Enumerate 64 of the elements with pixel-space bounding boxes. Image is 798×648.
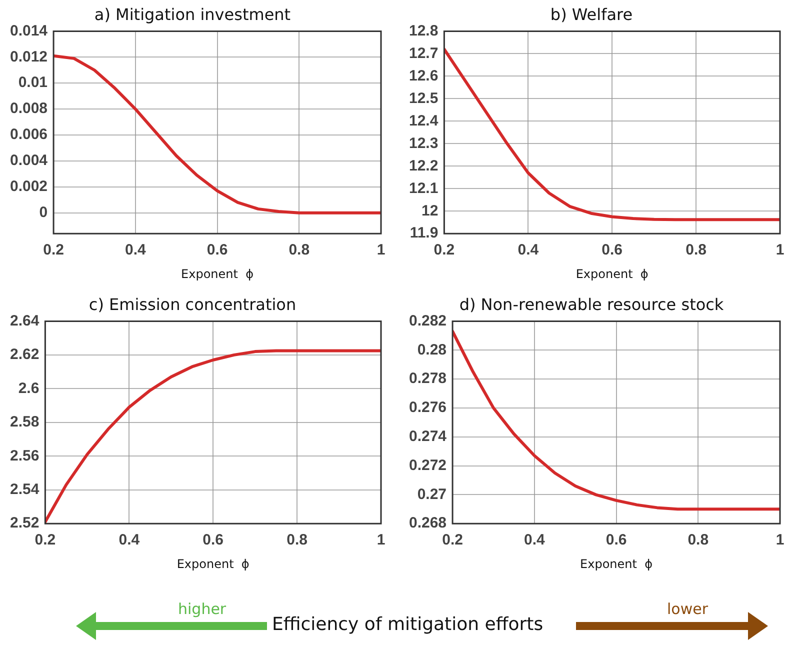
y-tick-label: 0.006 bbox=[10, 126, 48, 144]
x-tick-label: 1 bbox=[376, 242, 386, 259]
text: Efficiency of mitigation efforts bbox=[272, 614, 544, 635]
text: higher bbox=[178, 600, 226, 618]
chart-title: a) Mitigation investment bbox=[94, 4, 291, 24]
x-axis-title: Exponent ϕ bbox=[576, 266, 648, 281]
y-tick-label: 2.64 bbox=[10, 312, 40, 330]
y-tick-label: 0.014 bbox=[10, 22, 48, 40]
y-tick-label: 2.56 bbox=[10, 447, 40, 464]
y-tick-label: 2.54 bbox=[10, 481, 40, 498]
y-tick-label: 0.004 bbox=[10, 152, 48, 170]
y-tick-label: 2.62 bbox=[10, 346, 40, 364]
y-tick-label: 0.278 bbox=[408, 370, 447, 388]
x-tick-label: 0.2 bbox=[434, 242, 455, 259]
y-tick-label: 0.268 bbox=[408, 514, 447, 532]
x-tick-label: 0.2 bbox=[34, 532, 56, 549]
y-tick-label: 2.58 bbox=[10, 414, 40, 431]
x-tick-label: 1 bbox=[376, 532, 386, 549]
chart-title: c) Emission concentration bbox=[88, 294, 296, 314]
y-tick-label: 12.5 bbox=[408, 90, 438, 107]
x-tick-label: 0.4 bbox=[118, 532, 140, 549]
x-tick-label: 0.6 bbox=[602, 242, 623, 259]
y-tick-label: 12.7 bbox=[408, 44, 438, 62]
text: lower bbox=[667, 600, 708, 618]
x-axis-title: Exponent ϕ bbox=[176, 556, 250, 571]
y-tick-label: 12.4 bbox=[408, 112, 439, 130]
x-tick-label: 0.4 bbox=[524, 532, 546, 549]
x-tick-label: 0.6 bbox=[206, 242, 228, 259]
y-tick-label: 12.1 bbox=[408, 180, 438, 197]
y-tick-label: 2.52 bbox=[10, 514, 40, 532]
x-tick-label: 0.6 bbox=[202, 532, 224, 549]
y-tick-label: 12 bbox=[422, 202, 438, 220]
y-tick-label: 11.9 bbox=[410, 224, 438, 242]
y-tick-label: 12.2 bbox=[408, 157, 438, 174]
x-tick-label: 0.2 bbox=[442, 532, 463, 549]
x-tick-label: 0.8 bbox=[286, 532, 308, 549]
y-tick-label: 0.27 bbox=[417, 486, 447, 503]
y-tick-label: 12.3 bbox=[408, 134, 438, 152]
y-tick-label: 0.274 bbox=[408, 428, 448, 445]
chart-title: d) Non-renewable resource stock bbox=[459, 294, 724, 314]
x-tick-label: 1 bbox=[776, 532, 784, 549]
y-tick-label: 12.8 bbox=[408, 22, 438, 40]
x-axis-title: Exponent ϕ bbox=[181, 266, 254, 281]
x-tick-label: 0.6 bbox=[606, 532, 627, 549]
x-tick-label: 1 bbox=[776, 242, 784, 259]
x-tick-label: 0.8 bbox=[686, 242, 706, 259]
y-tick-label: 0.28 bbox=[417, 341, 447, 358]
x-axis-title: Exponent ϕ bbox=[580, 556, 653, 571]
y-tick-label: 0.002 bbox=[10, 178, 48, 196]
y-tick-label: 0 bbox=[39, 204, 48, 221]
x-tick-label: 0.4 bbox=[518, 242, 540, 259]
y-tick-label: 0.272 bbox=[408, 456, 447, 474]
y-tick-label: 12.6 bbox=[408, 67, 438, 84]
y-tick-label: 0.008 bbox=[10, 100, 48, 118]
x-tick-label: 0.8 bbox=[688, 532, 709, 549]
x-tick-label: 0.4 bbox=[124, 242, 146, 259]
x-tick-label: 0.2 bbox=[43, 242, 64, 259]
y-tick-label: 0.01 bbox=[18, 74, 48, 92]
y-tick-label: 0.282 bbox=[408, 312, 447, 330]
chart-title: b) Welfare bbox=[550, 4, 633, 24]
y-tick-label: 0.012 bbox=[10, 48, 48, 66]
y-tick-label: 2.6 bbox=[18, 380, 40, 397]
y-tick-label: 0.276 bbox=[408, 399, 447, 416]
x-tick-label: 0.8 bbox=[288, 242, 310, 259]
